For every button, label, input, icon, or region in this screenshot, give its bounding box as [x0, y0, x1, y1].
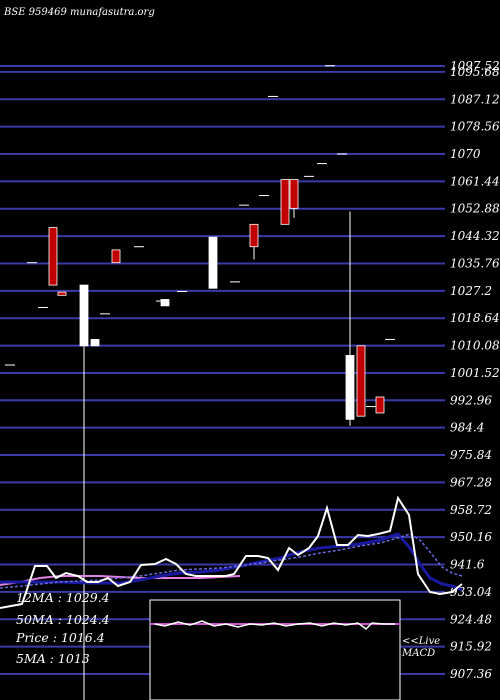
candle [280, 179, 290, 225]
candle [249, 223, 259, 248]
ma-line-darkblue [0, 532, 463, 592]
macd-box [149, 599, 401, 700]
ma50-readout: 50MA : 1024.4 [16, 612, 110, 627]
y-tick-label: 967.28 [450, 475, 492, 489]
candle [345, 355, 355, 420]
ma12-readout: 12MA : 1029.4 [16, 590, 110, 605]
y-tick-label: 950.16 [450, 530, 492, 544]
indicator-readout: 12MA : 1029.4 50MA : 1024.4 Price : 1016… [15, 590, 110, 666]
candle [48, 227, 58, 286]
macd-line [154, 620, 395, 630]
y-tick-label: 1061.44 [450, 174, 500, 188]
price-line [0, 495, 463, 609]
candle [375, 396, 385, 414]
candle [160, 299, 170, 307]
candle [90, 339, 100, 347]
y-tick-label: 975.84 [450, 448, 492, 462]
y-tick-label: 941.6 [450, 558, 485, 572]
macd-label-line1: <<Live [402, 636, 440, 647]
moving-average-lines [0, 495, 463, 609]
macd-label-line2: MACD [401, 648, 435, 659]
ma-line-blue [0, 533, 463, 589]
candle [79, 284, 89, 347]
price-readout: Price : 1016.4 [15, 630, 105, 645]
y-tick-label: 1052.88 [450, 202, 500, 216]
y-tick-label: 1097.52 [450, 59, 500, 73]
chart-title: BSE 959469 munafasutra.org [3, 7, 155, 18]
y-tick-label: 1044.32 [450, 229, 500, 243]
y-tick-label: 984.4 [450, 421, 484, 435]
y-tick-label: 915.92 [450, 640, 492, 654]
y-tick-label: 907.36 [450, 667, 492, 681]
y-tick-label: 1095.68 [450, 65, 500, 79]
y-tick-label: 1070 [450, 147, 481, 161]
y-tick-label: 1010.08 [450, 339, 500, 353]
candle [289, 179, 299, 209]
y-tick-label: 958.72 [450, 503, 492, 517]
y-tick-label: 1018.64 [450, 311, 500, 325]
macd-panel [149, 599, 401, 700]
candle [111, 249, 121, 264]
y-tick-label: 992.96 [450, 393, 492, 407]
candle [57, 291, 67, 296]
y-tick-label: 1035.76 [450, 256, 500, 270]
candle [208, 236, 218, 289]
y-tick-label: 924.48 [450, 612, 492, 626]
ma5-readout: 5MA : 1013 [16, 651, 90, 666]
y-tick-label: 1087.12 [450, 92, 500, 106]
candle [356, 345, 366, 417]
candlesticks [5, 65, 395, 700]
y-tick-label: 1027.2 [450, 284, 492, 298]
macd-label: <<Live MACD [401, 636, 443, 659]
ma-line-pink [0, 575, 241, 586]
y-tick-label: 1078.56 [450, 120, 500, 134]
y-tick-label: 1001.52 [450, 366, 500, 380]
